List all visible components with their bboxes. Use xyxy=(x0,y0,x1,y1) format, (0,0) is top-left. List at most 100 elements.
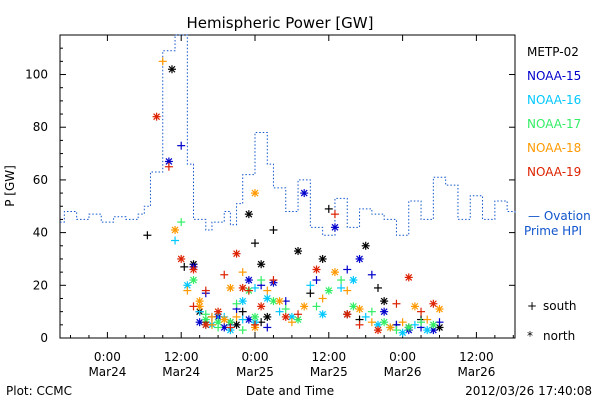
data-point xyxy=(349,276,358,285)
data-point xyxy=(226,323,235,332)
data-point xyxy=(189,265,198,274)
data-point xyxy=(177,218,186,227)
footer-timestamp: 2012/03/26 17:40:08 xyxy=(465,384,592,398)
x-tick-label: 0:00 xyxy=(389,350,416,364)
data-point xyxy=(367,307,376,316)
data-point xyxy=(435,318,444,327)
data-point xyxy=(269,225,278,234)
y-tick-label: 40 xyxy=(33,226,48,240)
data-point xyxy=(251,312,259,321)
x-axis: 0:00Mar2412:00Mar240:00Mar2512:00Mar250:… xyxy=(70,35,514,379)
data-point xyxy=(355,254,364,263)
data-point xyxy=(244,276,253,285)
x-tick-label: 12:00 xyxy=(312,350,347,364)
marker-symbol: * xyxy=(527,329,533,343)
data-point xyxy=(244,210,253,219)
data-point xyxy=(195,297,204,306)
data-point xyxy=(324,204,333,213)
data-point xyxy=(220,270,229,279)
data-point xyxy=(287,318,296,327)
x-tick-date-label: Mar26 xyxy=(457,365,495,379)
x-tick-date-label: Mar24 xyxy=(88,365,126,379)
legend: METP-02 NOAA-15 NOAA-16 NOAA-17 NOAA-18 NOAA-… xyxy=(527,45,581,179)
x-axis-label: Date and Time xyxy=(246,384,334,398)
data-point xyxy=(318,294,327,303)
data-point xyxy=(257,302,266,311)
data-point xyxy=(306,289,315,298)
data-point xyxy=(380,297,389,306)
y-tick-label: 80 xyxy=(33,120,48,134)
data-point xyxy=(263,323,272,332)
data-point xyxy=(238,307,247,316)
data-point xyxy=(244,286,253,295)
ovation-line xyxy=(60,34,516,236)
data-point xyxy=(238,283,247,292)
data-point xyxy=(318,310,327,319)
data-point xyxy=(374,283,382,292)
data-point xyxy=(214,318,223,327)
y-tick-label: 60 xyxy=(33,173,48,187)
data-point xyxy=(238,315,247,324)
data-points xyxy=(143,57,444,337)
data-point xyxy=(158,57,167,66)
data-point xyxy=(201,286,210,295)
data-point xyxy=(355,305,364,314)
data-point xyxy=(238,326,247,335)
data-point xyxy=(330,268,339,277)
data-point xyxy=(251,283,259,292)
data-point xyxy=(275,307,284,316)
data-point xyxy=(251,320,259,329)
data-point xyxy=(361,312,370,321)
legend-entry: METP-02 xyxy=(527,45,579,59)
data-point xyxy=(189,276,198,285)
y-tick-label: 0 xyxy=(40,331,48,345)
data-point xyxy=(374,326,382,335)
plot-frame xyxy=(59,34,516,339)
marker-label: south xyxy=(543,299,577,313)
data-point xyxy=(180,262,189,271)
data-point xyxy=(312,276,321,285)
data-point xyxy=(152,112,161,121)
data-point xyxy=(281,305,290,314)
y-tick-label: 20 xyxy=(33,278,48,292)
data-point xyxy=(275,297,284,306)
data-point xyxy=(343,286,352,295)
data-point xyxy=(330,210,339,219)
marker-symbol: + xyxy=(527,299,537,313)
data-point xyxy=(337,283,346,292)
data-point xyxy=(423,326,432,335)
data-point xyxy=(195,318,204,327)
x-tick-label: 12:00 xyxy=(164,350,199,364)
data-point xyxy=(251,189,259,198)
data-point xyxy=(429,299,438,308)
data-point xyxy=(251,239,259,248)
data-point xyxy=(380,307,389,316)
x-tick-date-label: Mar24 xyxy=(162,365,200,379)
data-point xyxy=(263,294,272,303)
data-point xyxy=(392,326,401,335)
data-point xyxy=(207,312,216,321)
data-point xyxy=(143,231,152,240)
data-point xyxy=(232,312,241,321)
data-point xyxy=(429,320,438,329)
data-point xyxy=(330,223,339,232)
x-tick-label: 12:00 xyxy=(459,350,494,364)
legend-entry: NOAA-15 xyxy=(527,69,581,83)
chart-title: Hemispheric Power [GW] xyxy=(187,14,374,32)
data-point xyxy=(312,302,321,311)
data-point xyxy=(263,312,272,321)
data-point xyxy=(404,273,413,282)
marker-legend: + south * north xyxy=(527,299,577,343)
x-tick-date-label: Mar26 xyxy=(384,365,422,379)
data-point xyxy=(189,302,198,311)
data-point xyxy=(404,323,413,332)
data-point xyxy=(294,247,303,256)
data-point xyxy=(386,323,395,332)
data-point xyxy=(410,302,419,311)
footer-plot-source: Plot: CCMC xyxy=(6,384,72,398)
legend-entry: NOAA-16 xyxy=(527,93,581,107)
data-point xyxy=(343,310,352,319)
data-point xyxy=(312,265,321,274)
data-point xyxy=(294,310,303,319)
